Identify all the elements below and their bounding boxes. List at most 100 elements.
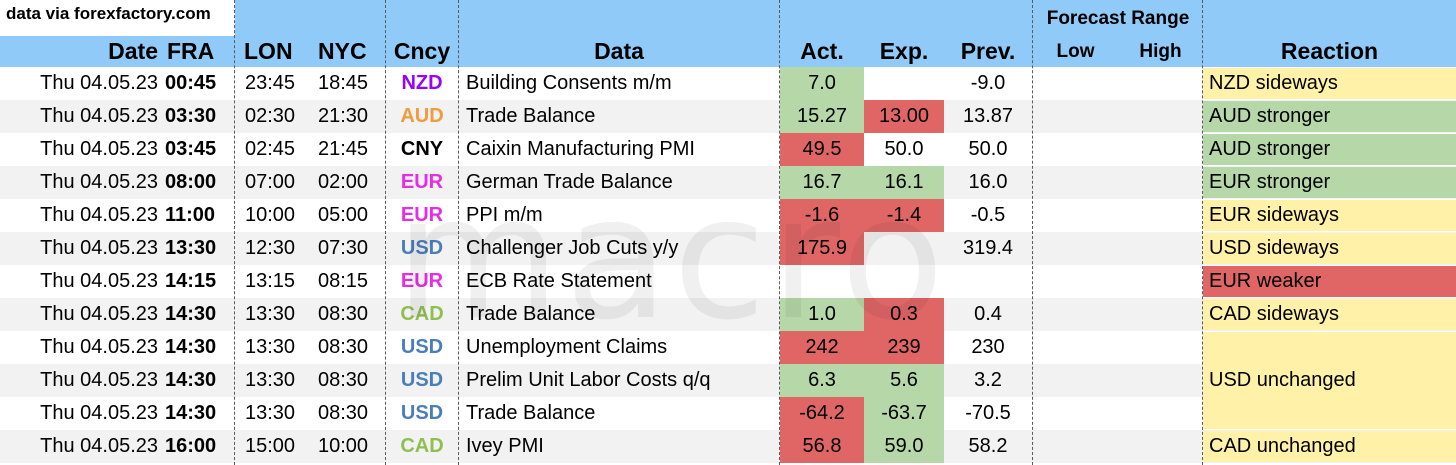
actual-highlight xyxy=(780,331,864,364)
header-high: High xyxy=(1139,41,1182,62)
currency-cell: AUD xyxy=(400,105,444,127)
expected-cell xyxy=(864,67,944,100)
previous-cell: 13.87 xyxy=(962,105,1014,127)
fra-time-cell: 08:00 xyxy=(165,171,217,193)
reaction-text: EUR stronger xyxy=(1209,171,1331,193)
expected-highlight xyxy=(864,364,944,397)
actual-cell xyxy=(780,265,864,298)
nyc-time-cell: 05:00 xyxy=(318,204,369,226)
event-name-cell: PPI m/m xyxy=(466,204,543,226)
nyc-time-cell: 10:00 xyxy=(318,435,369,457)
fra-time-cell: 13:30 xyxy=(165,237,217,259)
header-band xyxy=(0,36,1456,67)
nyc-time-cell: 18:45 xyxy=(318,72,369,94)
nyc-time-cell: 08:30 xyxy=(318,336,369,358)
column-divider xyxy=(385,0,386,465)
lon-time-cell: 13:15 xyxy=(245,270,296,292)
previous-cell: -70.5 xyxy=(965,402,1011,424)
lon-time-cell: 02:30 xyxy=(245,105,296,127)
nyc-time-cell: 21:30 xyxy=(318,105,369,127)
nyc-time-cell: 08:30 xyxy=(318,369,369,391)
reaction-cell: NZD sideways xyxy=(1203,68,1456,99)
date-cell: Thu 04.05.23 xyxy=(40,204,158,226)
reaction-cell: CAD unchanged xyxy=(1203,431,1456,462)
event-name-cell: Challenger Job Cuts y/y xyxy=(466,237,679,259)
fra-time-cell: 03:30 xyxy=(165,105,217,127)
reaction-cell: EUR weaker xyxy=(1203,266,1456,297)
actual-highlight xyxy=(780,166,864,199)
reaction-cell: CAD sideways xyxy=(1203,299,1456,330)
date-cell: Thu 04.05.23 xyxy=(40,270,158,292)
actual-highlight xyxy=(780,397,864,430)
reaction-cell: USD unchanged xyxy=(1203,332,1456,429)
currency-cell: EUR xyxy=(400,204,444,226)
previous-cell: 3.2 xyxy=(974,369,1002,391)
column-divider xyxy=(234,0,235,465)
expected-cell: 5.6 xyxy=(890,369,918,391)
event-name-cell: ECB Rate Statement xyxy=(466,270,652,292)
reaction-text: USD sideways xyxy=(1209,237,1340,259)
actual-cell: 7.0 xyxy=(808,72,836,94)
fra-time-cell: 14:30 xyxy=(165,402,217,424)
lon-time-cell: 07:00 xyxy=(245,171,296,193)
currency-cell: USD xyxy=(400,369,444,391)
reaction-text: NZD sideways xyxy=(1209,72,1338,94)
date-cell: Thu 04.05.23 xyxy=(40,171,158,193)
reaction-cell: USD sideways xyxy=(1203,233,1456,264)
date-cell: Thu 04.05.23 xyxy=(40,303,158,325)
actual-highlight xyxy=(780,232,864,265)
reaction-text: EUR sideways xyxy=(1209,204,1340,226)
reaction-text: CAD sideways xyxy=(1209,303,1340,325)
actual-cell: 242 xyxy=(805,336,839,358)
event-name-cell: German Trade Balance xyxy=(466,171,673,193)
lon-time-cell: 02:45 xyxy=(245,138,296,160)
expected-highlight xyxy=(864,430,944,463)
actual-cell: 16.7 xyxy=(802,171,842,193)
event-name-cell: Unemployment Claims xyxy=(466,336,668,358)
nyc-time-cell: 07:30 xyxy=(318,237,369,259)
reaction-cell: AUD stronger xyxy=(1203,101,1456,132)
actual-highlight xyxy=(780,199,864,232)
fra-time-cell: 14:15 xyxy=(165,270,217,292)
currency-cell: USD xyxy=(400,237,444,259)
header-data: Data xyxy=(594,38,644,64)
nyc-time-cell: 02:00 xyxy=(318,171,369,193)
date-cell: Thu 04.05.23 xyxy=(40,105,158,127)
header-nyc: NYC xyxy=(318,38,367,64)
nyc-time-cell: 08:30 xyxy=(318,303,369,325)
header-cncy: Cncy xyxy=(393,38,451,64)
actual-highlight xyxy=(780,298,864,331)
actual-highlight xyxy=(780,67,864,100)
expected-highlight xyxy=(864,100,944,133)
date-cell: Thu 04.05.23 xyxy=(40,237,158,259)
currency-cell: EUR xyxy=(400,270,444,292)
fra-time-cell: 14:30 xyxy=(165,369,217,391)
lon-time-cell: 12:30 xyxy=(245,237,296,259)
expected-cell: 59.0 xyxy=(884,435,924,457)
expected-highlight xyxy=(864,397,944,430)
event-name-cell: Trade Balance xyxy=(466,402,596,424)
reaction-cell: EUR stronger xyxy=(1203,167,1456,198)
date-cell: Thu 04.05.23 xyxy=(40,435,158,457)
actual-cell: 49.5 xyxy=(802,138,842,160)
expected-highlight xyxy=(864,199,944,232)
expected-highlight xyxy=(864,166,944,199)
header-top-band xyxy=(235,0,1456,36)
previous-cell: 50.0 xyxy=(968,138,1008,160)
nyc-time-cell: 08:30 xyxy=(318,402,369,424)
actual-cell: 1.0 xyxy=(808,303,836,325)
fra-time-cell: 14:30 xyxy=(165,336,217,358)
currency-cell: CAD xyxy=(400,303,444,325)
lon-time-cell: 13:30 xyxy=(245,369,296,391)
actual-cell: 175.9 xyxy=(796,237,848,259)
lon-time-cell: 13:30 xyxy=(245,402,296,424)
currency-cell: CNY xyxy=(400,138,444,160)
date-cell: Thu 04.05.23 xyxy=(40,369,158,391)
nyc-time-cell: 08:15 xyxy=(318,270,369,292)
date-cell: Thu 04.05.23 xyxy=(40,336,158,358)
actual-cell: 6.3 xyxy=(808,369,836,391)
header-forecast-range: Forecast Range xyxy=(1046,8,1190,29)
header-exp: Exp. xyxy=(879,38,929,64)
header-prev: Prev. xyxy=(960,38,1016,64)
fra-time-cell: 16:00 xyxy=(165,435,217,457)
